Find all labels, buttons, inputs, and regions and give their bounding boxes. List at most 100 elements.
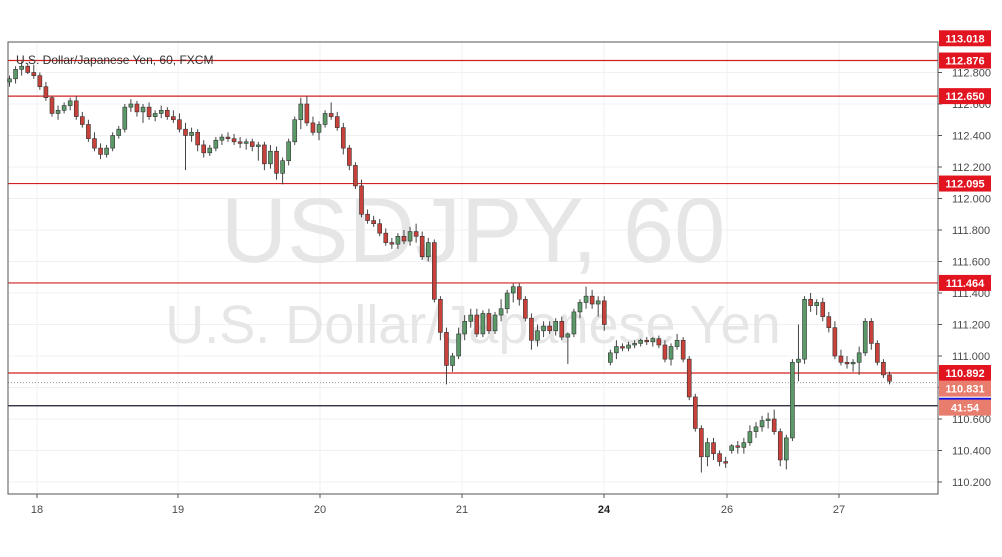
candle [662, 340, 668, 363]
candle-body-down [875, 343, 880, 363]
candle-body-down [692, 396, 698, 429]
candle-body-down [686, 358, 692, 398]
level-tag-box [939, 274, 991, 291]
candle-body-down [735, 445, 741, 448]
candle-body-down [353, 165, 358, 187]
candle-body-down [601, 300, 607, 325]
candle [808, 293, 813, 312]
price-axis-label: 111.800 [952, 225, 990, 237]
candle-body-down [347, 147, 352, 166]
candle [407, 226, 413, 246]
watermark-symbol: USDJPY, 60 [221, 180, 726, 282]
candle-body-down [43, 86, 49, 99]
candle-body-down [334, 116, 340, 128]
candle [383, 228, 389, 246]
candle [741, 437, 747, 454]
candle-body-up [565, 333, 571, 338]
candle-body-down [808, 298, 813, 306]
candle [268, 144, 273, 169]
candle-body-down [31, 72, 37, 76]
candle-body-up [705, 442, 710, 458]
candle [401, 230, 407, 245]
candle [729, 444, 735, 454]
candle [262, 141, 267, 171]
candle [790, 359, 795, 442]
candle-body-down [389, 242, 395, 245]
level-tag: 111.464 [939, 274, 991, 291]
grid-layer [8, 42, 938, 494]
candle [686, 356, 692, 401]
candle-body-up [116, 128, 122, 136]
candle-body-up [286, 141, 291, 162]
candle [541, 321, 546, 338]
candle [656, 335, 662, 349]
candle-body-down [699, 428, 704, 458]
candle-body-down [365, 213, 370, 221]
candle-body-up [504, 292, 510, 310]
candle-body-down [304, 103, 310, 124]
current-price-tag-box [939, 380, 991, 397]
candle-body-up [292, 119, 298, 143]
candle [862, 318, 868, 356]
candles [7, 61, 892, 473]
candle-body-up [110, 135, 115, 149]
candle-body-up [747, 431, 753, 443]
candle-body-up [759, 420, 765, 428]
candle-body-up [614, 346, 619, 354]
candle-body-down [559, 321, 565, 338]
candle [104, 144, 109, 158]
candle-body-up [765, 418, 771, 421]
candle-body-down [656, 338, 662, 346]
candle-body-down [820, 302, 826, 317]
candle [359, 179, 364, 218]
candle [316, 121, 322, 141]
candle-body-down [662, 344, 668, 360]
candle [529, 313, 534, 350]
candle-body-down [225, 136, 231, 139]
candle-body-down [680, 339, 686, 360]
candle [881, 359, 886, 379]
candle-body-down [723, 461, 728, 464]
candle [171, 110, 176, 123]
candle [474, 308, 480, 338]
candle-body-down [432, 242, 437, 300]
candle-body-down [444, 332, 449, 366]
candle-body-up [650, 338, 656, 343]
candle-body-up [213, 139, 219, 149]
price-axis-label: 112.800 [952, 68, 991, 80]
candle-body-up [784, 437, 789, 461]
candle-body-up [571, 311, 577, 335]
candle [243, 138, 249, 150]
candle-body-down [547, 325, 552, 332]
candle-body-up [577, 302, 583, 313]
price-axis-label: 111.400 [952, 288, 990, 300]
candle-body-down [231, 138, 237, 143]
candle-body-up [790, 361, 795, 439]
candle [462, 315, 467, 341]
time-axis-label: 20 [314, 504, 326, 516]
price-axis-label: 110.200 [952, 477, 991, 489]
candle [225, 132, 231, 142]
candle [626, 341, 631, 352]
candle-body-up [425, 242, 431, 258]
time-axis-label: 27 [833, 504, 845, 516]
price-axis-label: 112.000 [952, 194, 991, 206]
candle [249, 138, 255, 152]
candle [340, 122, 346, 155]
candle-body-down [644, 339, 650, 343]
candle-body-down [881, 361, 886, 376]
candle [55, 105, 61, 120]
candle [310, 116, 316, 136]
time-axis[interactable]: 18 19 20 21 24 26 27 [31, 494, 845, 516]
candle [771, 409, 777, 435]
candle-body-down [717, 453, 722, 462]
candle [177, 113, 182, 133]
candle-body-up [626, 344, 631, 349]
candle [826, 311, 832, 333]
candle [456, 327, 461, 360]
level-lines [8, 59, 938, 407]
candle-body-down [98, 147, 103, 155]
candle [438, 296, 443, 341]
candle [134, 100, 140, 117]
candle [61, 102, 67, 114]
